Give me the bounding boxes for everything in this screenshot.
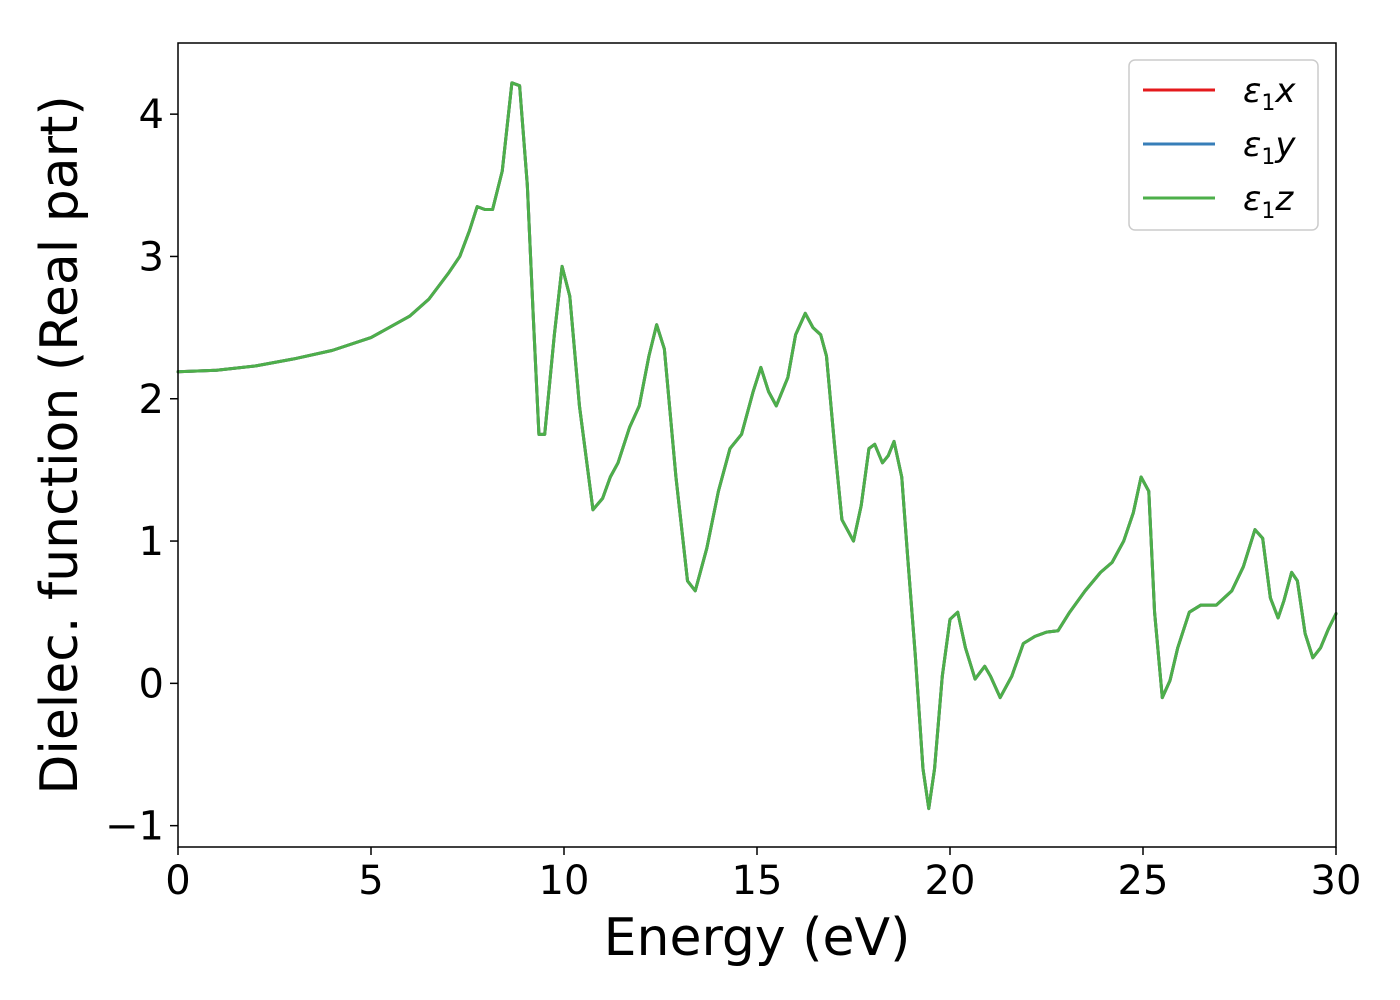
y-tick-label: −1 (105, 804, 164, 850)
x-axis: 0 5 10 15 20 25 30 (165, 847, 1361, 904)
x-tick-label: 20 (925, 858, 976, 904)
x-tick-label: 5 (358, 858, 383, 904)
legend-box (1128, 59, 1319, 231)
series-layer (176, 81, 1338, 811)
x-tick-label: 15 (732, 858, 783, 904)
y-tick-label: 1 (139, 519, 164, 565)
series-line-z (176, 81, 1338, 811)
legend: ε1x ε1y ε1z (1128, 59, 1319, 231)
y-tick-label: 0 (139, 661, 164, 707)
y-tick-label: 2 (139, 377, 164, 423)
x-axis-label: Energy (eV) (604, 908, 911, 968)
x-tick-label: 25 (1118, 858, 1169, 904)
x-tick-label: 10 (539, 858, 590, 904)
x-tick-label: 0 (165, 858, 190, 904)
y-tick-label: 4 (139, 92, 164, 138)
y-tick-label: 3 (139, 234, 164, 280)
y-axis-label: Dielec. function (Real part) (30, 95, 90, 794)
legend-label-x: ε1x (1243, 71, 1296, 116)
x-tick-label: 30 (1311, 858, 1362, 904)
y-axis: −1 0 1 2 3 4 (105, 92, 178, 850)
legend-label-z: ε1z (1243, 179, 1294, 224)
legend-label-y: ε1y (1243, 125, 1296, 170)
